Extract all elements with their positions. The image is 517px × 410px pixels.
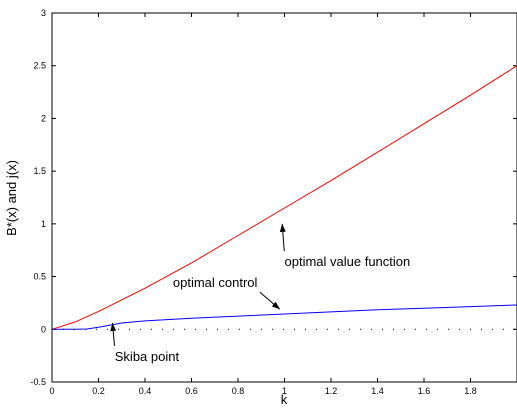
x-tick-label: 0.4 — [139, 386, 152, 396]
y-tick-label: 1.5 — [33, 166, 46, 176]
x-tick-label: 1.8 — [464, 386, 477, 396]
annotation-label-3: Skiba point — [115, 349, 180, 364]
annotation-arrowhead-2 — [271, 301, 280, 310]
plot-area — [51, 12, 517, 383]
series-line-2 — [52, 304, 517, 330]
annotation-label-1: optimal value function — [285, 254, 411, 269]
x-tick-label: 0 — [49, 386, 54, 396]
annotation-arrowhead-3 — [110, 322, 117, 332]
y-tick-label: 2.5 — [33, 61, 46, 71]
ticks: 0 0.2 0.4 0.6 0.8 1 1.2 1.4 1.6 1.8-0.500.511.522… — [30, 8, 517, 396]
y-tick-label: 3 — [41, 8, 46, 18]
y-axis-title: B*(x) and j(x) — [4, 160, 19, 236]
y-tick-label: 1 — [41, 219, 46, 229]
annotation-arrowhead-1 — [279, 223, 286, 233]
x-tick-label: 0.6 — [185, 386, 198, 396]
series-line-1 — [51, 65, 517, 330]
x-tick-label: 1.2 — [325, 386, 338, 396]
series-layer — [51, 65, 517, 330]
annotations: optimal value function optimal control Ski… — [110, 223, 411, 364]
x-tick-label: 1 — [282, 386, 287, 396]
x-tick-label: 1.4 — [371, 386, 384, 396]
annotation-label-2: optimal control — [173, 275, 258, 290]
y-tick-label: -0.5 — [30, 377, 46, 387]
x-axis-title: k — [281, 392, 288, 407]
y-tick-label: 2 — [41, 113, 46, 123]
x-tick-label: 0.8 — [232, 386, 245, 396]
y-tick-label: 0 — [41, 324, 46, 334]
x-tick-label: 1.6 — [418, 386, 431, 396]
x-tick-label: 0.2 — [92, 386, 105, 396]
y-tick-label: 0.5 — [33, 272, 46, 282]
